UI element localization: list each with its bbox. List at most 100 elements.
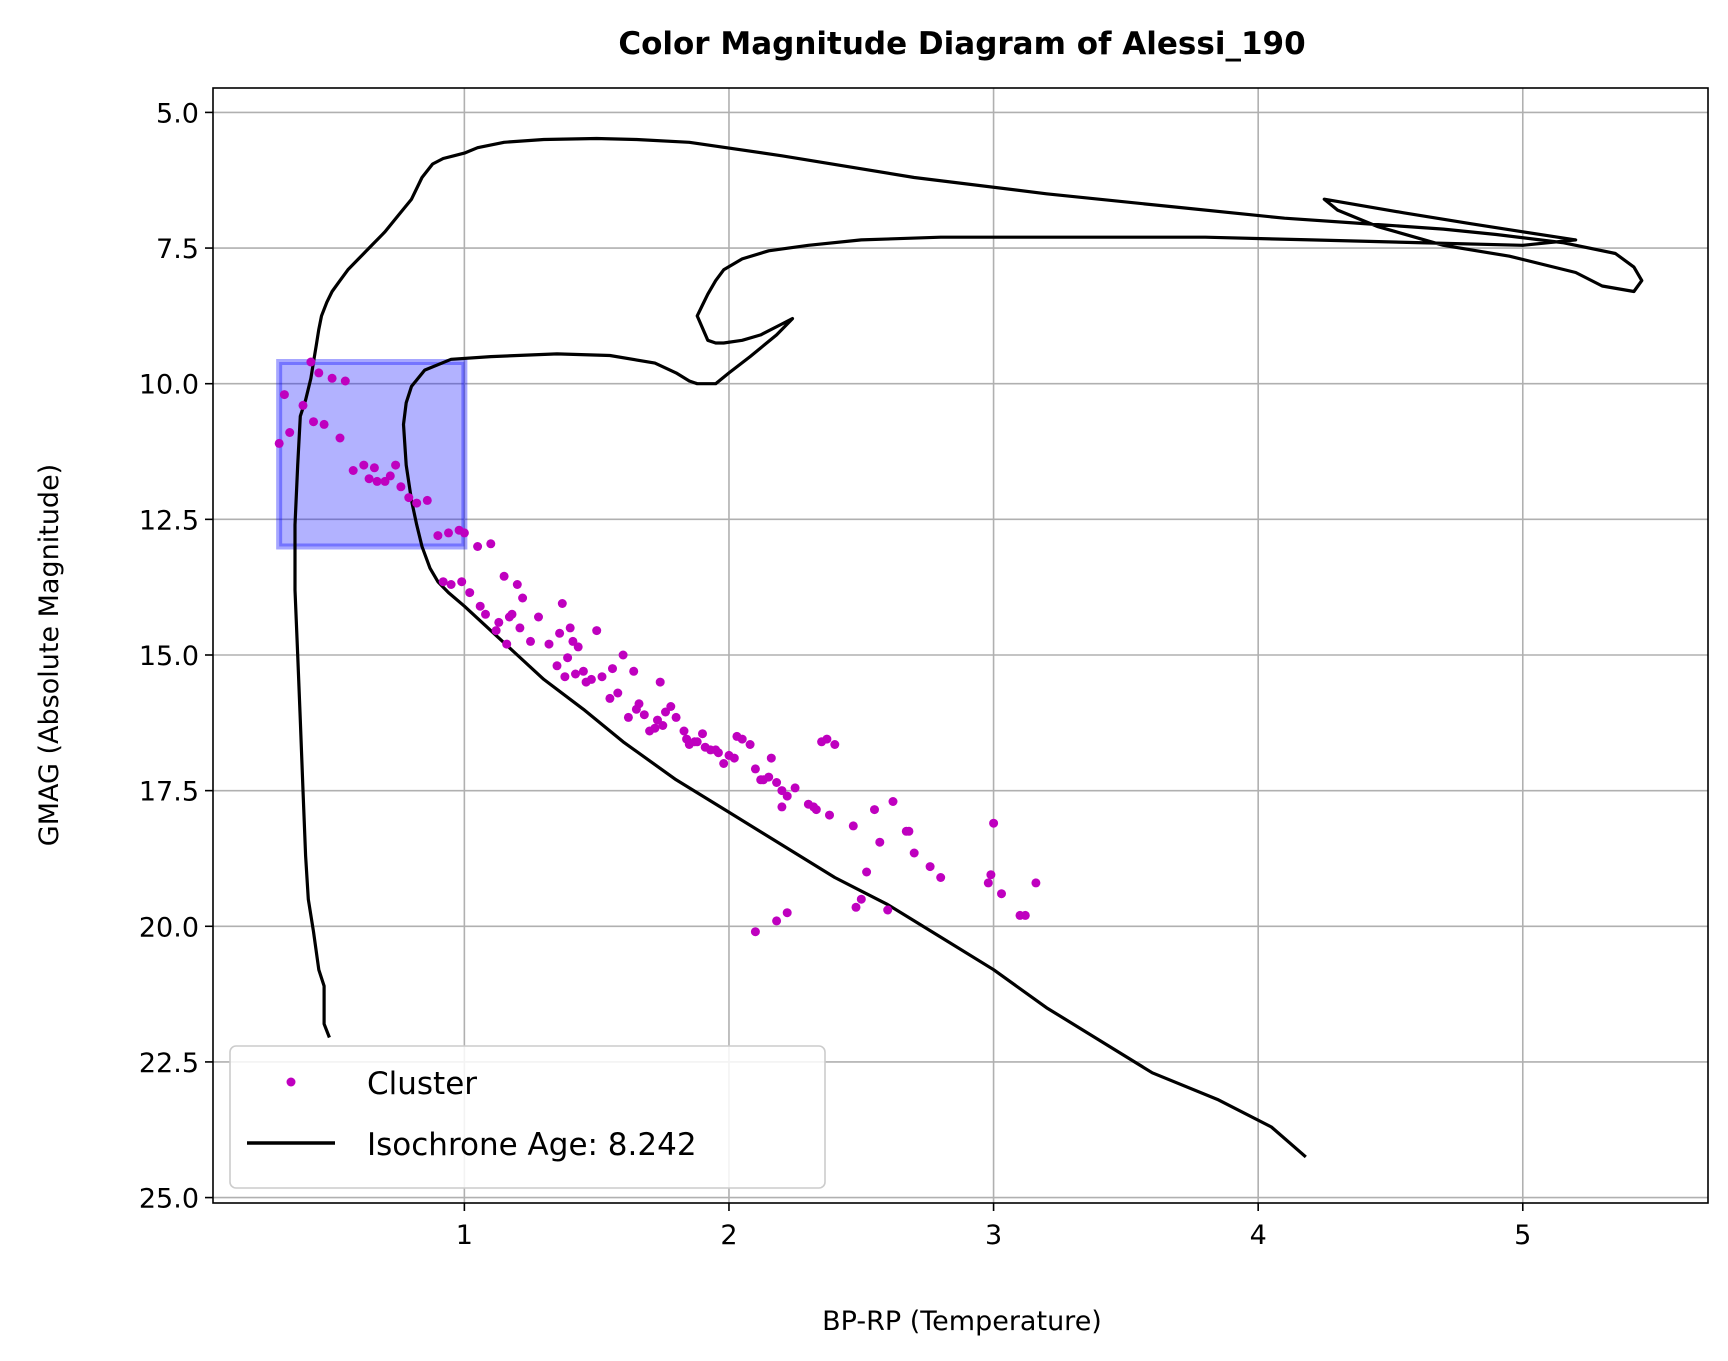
cluster-point <box>732 731 742 741</box>
legend-frame <box>229 1045 826 1189</box>
cluster-point <box>438 577 448 587</box>
cluster-point <box>750 764 760 774</box>
cluster-point <box>348 466 358 475</box>
cluster-point <box>359 460 369 470</box>
x-tick-label: 2 <box>720 1220 737 1251</box>
y-tick-label: 22.5 <box>139 1048 199 1079</box>
cluster-point <box>679 726 689 736</box>
scatter-layer <box>274 357 1041 937</box>
cluster-point <box>560 672 570 682</box>
cluster-point <box>671 712 681 722</box>
cluster-point <box>766 753 776 763</box>
cluster-point <box>909 848 919 858</box>
cluster-point <box>465 588 475 598</box>
y-axis: 5.0 7.5 10.0 12.5 15.0 17.5 20.0 22.5 25.0 <box>139 98 213 1215</box>
cluster-point <box>502 639 512 649</box>
cluster-point <box>364 474 374 484</box>
x-axis: 1 2 3 4 5 <box>456 1203 1531 1251</box>
cluster-point <box>597 672 607 682</box>
cluster-point <box>782 908 792 918</box>
cluster-point <box>475 601 485 611</box>
line-layer <box>293 136 1644 1159</box>
cluster-point <box>719 759 729 768</box>
y-tick-label: 17.5 <box>139 777 199 808</box>
cluster-point <box>369 463 379 473</box>
cluster-point <box>473 542 483 551</box>
cluster-point <box>875 837 885 847</box>
cluster-point <box>544 639 554 649</box>
cluster-point <box>504 612 514 622</box>
cluster-point <box>618 650 628 660</box>
legend-label-cluster: Cluster <box>367 1066 477 1102</box>
cluster-point <box>491 626 501 636</box>
y-tick-label: 25.0 <box>139 1184 199 1215</box>
cluster-point <box>653 715 662 725</box>
cluster-point <box>608 664 617 674</box>
cluster-point <box>613 688 623 698</box>
plot-frame <box>212 87 1709 1204</box>
cluster-point <box>518 593 528 603</box>
isochrone-line <box>293 136 1644 1159</box>
cluster-point <box>279 390 289 400</box>
cluster-point <box>706 745 715 755</box>
cluster-point <box>989 818 999 828</box>
cluster-point <box>555 628 565 638</box>
cluster-point <box>515 623 525 633</box>
cluster-point <box>422 495 432 505</box>
cluster-point <box>319 419 329 429</box>
chart-title: Color Magnitude Diagram of Alessi_190 <box>618 26 1305 62</box>
legend-label-isochrone: Isochrone Age: 8.242 <box>367 1127 697 1163</box>
cluster-point <box>809 802 819 812</box>
cluster-point <box>851 902 861 912</box>
cluster-point <box>830 740 840 749</box>
cluster-point <box>327 373 337 383</box>
cluster-point <box>486 539 496 549</box>
cluster-point <box>512 580 522 589</box>
cluster-point <box>340 376 350 386</box>
cluster-point <box>306 357 316 367</box>
cluster-point <box>412 498 422 508</box>
y-tick-label: 12.5 <box>139 505 199 536</box>
cluster-point <box>655 677 665 687</box>
cluster-point <box>888 797 898 806</box>
legend-marker-cluster <box>286 1077 296 1087</box>
y-tick-label: 20.0 <box>139 912 199 943</box>
cluster-point <box>983 878 993 888</box>
cluster-point <box>571 669 580 679</box>
cluster-point <box>605 693 615 703</box>
cluster-point <box>573 642 583 652</box>
cluster-point <box>459 528 469 538</box>
cluster-point <box>396 482 406 492</box>
plot-area <box>212 87 1709 1204</box>
cluster-point <box>563 653 573 663</box>
cluster-point <box>936 873 946 882</box>
cluster-point <box>274 438 284 448</box>
cluster-point <box>782 791 792 801</box>
x-tick-label: 3 <box>985 1220 1002 1251</box>
cluster-point <box>581 677 591 687</box>
x-tick-label: 1 <box>456 1220 473 1251</box>
cluster-point <box>433 531 443 541</box>
cluster-point <box>790 783 800 793</box>
cluster-point <box>534 612 543 622</box>
cluster-point <box>314 368 324 378</box>
cluster-point <box>750 927 760 937</box>
cluster-point <box>862 867 872 877</box>
cluster-point <box>883 905 893 915</box>
cluster-point <box>772 778 782 787</box>
cluster-point <box>1020 910 1030 920</box>
cluster-point <box>592 626 602 636</box>
cluster-point <box>692 737 702 747</box>
cluster-point <box>444 528 453 538</box>
cluster-point <box>1031 878 1041 888</box>
cluster-point <box>494 617 504 627</box>
y-tick-label: 5.0 <box>156 98 199 129</box>
x-axis-label: BP-RP (Temperature) <box>822 1306 1102 1337</box>
cluster-point <box>729 753 739 763</box>
cluster-point <box>997 889 1006 899</box>
cluster-point <box>526 636 535 646</box>
cluster-point <box>372 476 382 486</box>
cluster-point <box>661 707 670 717</box>
cluster-point <box>925 862 935 872</box>
